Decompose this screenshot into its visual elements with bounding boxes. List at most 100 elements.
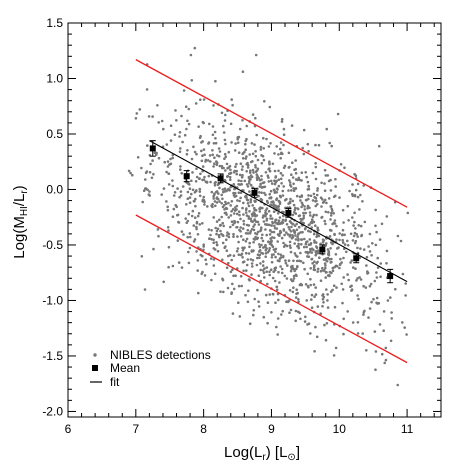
detection-point xyxy=(277,153,280,156)
detection-point xyxy=(319,196,323,199)
detection-point xyxy=(245,237,249,241)
detection-point xyxy=(136,156,140,159)
detection-point xyxy=(370,254,373,257)
detection-point xyxy=(289,246,292,249)
detection-point xyxy=(156,104,159,107)
detection-point xyxy=(264,293,268,297)
detection-point xyxy=(241,249,245,252)
detection-point xyxy=(289,278,293,281)
detection-point xyxy=(324,271,328,274)
detection-point xyxy=(237,191,241,194)
detection-point xyxy=(181,185,185,188)
detection-point xyxy=(406,211,410,215)
detection-point xyxy=(245,170,248,173)
detection-point xyxy=(216,249,220,253)
detection-point xyxy=(278,200,281,203)
detection-point xyxy=(252,228,256,232)
detection-point xyxy=(335,238,338,241)
detection-point xyxy=(271,220,274,224)
detection-point xyxy=(324,174,328,177)
detection-point xyxy=(253,219,256,222)
detection-point xyxy=(293,252,297,255)
detection-point xyxy=(359,247,362,250)
detection-point xyxy=(256,230,260,234)
detection-point xyxy=(342,256,345,260)
detection-point xyxy=(220,193,223,197)
detection-point xyxy=(244,148,247,151)
detection-point xyxy=(282,143,285,147)
detection-point xyxy=(210,238,213,241)
detection-point xyxy=(315,249,318,253)
detection-point xyxy=(281,218,285,222)
detection-point xyxy=(288,244,292,247)
detection-point xyxy=(360,233,364,237)
detection-point xyxy=(274,247,278,251)
detection-point xyxy=(297,237,300,241)
detection-point xyxy=(341,288,345,291)
detection-point xyxy=(293,224,297,227)
detection-point xyxy=(289,221,293,224)
detection-point xyxy=(354,267,357,271)
detection-point xyxy=(297,298,300,301)
detection-point xyxy=(327,252,330,255)
detection-point xyxy=(244,232,248,235)
detection-point xyxy=(336,112,340,116)
detection-point xyxy=(404,294,407,297)
detection-point xyxy=(294,273,298,277)
detection-point xyxy=(338,196,341,199)
detection-point xyxy=(273,227,277,230)
detection-point xyxy=(240,168,244,171)
detection-point xyxy=(331,269,335,273)
detection-point xyxy=(212,104,215,107)
detection-point xyxy=(247,175,251,179)
detection-point xyxy=(297,176,301,180)
detection-point xyxy=(218,150,222,153)
detection-point xyxy=(232,274,235,278)
detection-point xyxy=(337,246,340,249)
detection-point xyxy=(316,189,319,192)
detection-point xyxy=(243,246,246,249)
detection-point xyxy=(298,195,302,199)
detection-point xyxy=(294,206,297,210)
detection-point xyxy=(315,335,319,339)
detection-point xyxy=(236,220,240,224)
detection-point xyxy=(194,102,198,105)
detection-point xyxy=(401,321,404,324)
detection-point xyxy=(343,166,346,169)
detection-point xyxy=(247,215,250,218)
detection-point xyxy=(239,253,243,257)
detection-point xyxy=(215,220,219,223)
detection-point xyxy=(194,180,198,183)
detection-point xyxy=(278,194,282,198)
detection-point xyxy=(225,238,228,241)
detection-point xyxy=(396,383,400,387)
detection-point xyxy=(221,188,225,191)
detection-point xyxy=(272,270,276,274)
detection-point xyxy=(268,160,271,163)
mean-points-layer xyxy=(149,140,394,284)
detection-point xyxy=(389,339,393,343)
detection-point xyxy=(341,241,345,244)
detection-point xyxy=(233,206,237,209)
detection-point xyxy=(145,88,149,91)
detection-point xyxy=(292,187,296,190)
detection-point xyxy=(229,168,232,172)
detection-point xyxy=(259,197,263,201)
detection-point xyxy=(330,211,333,215)
detection-point xyxy=(269,242,272,246)
fit-line-layer xyxy=(149,140,408,283)
detection-point xyxy=(244,251,248,255)
detection-point xyxy=(375,301,378,305)
detection-point xyxy=(253,213,256,216)
detection-point xyxy=(186,190,190,194)
detection-point xyxy=(187,107,191,111)
detection-point xyxy=(277,178,281,181)
detection-point xyxy=(288,311,291,315)
detection-point xyxy=(266,321,269,325)
detection-point xyxy=(306,142,310,146)
detection-point xyxy=(385,215,389,218)
detection-point xyxy=(310,226,314,229)
detection-point xyxy=(226,286,230,290)
detection-point xyxy=(307,149,310,153)
